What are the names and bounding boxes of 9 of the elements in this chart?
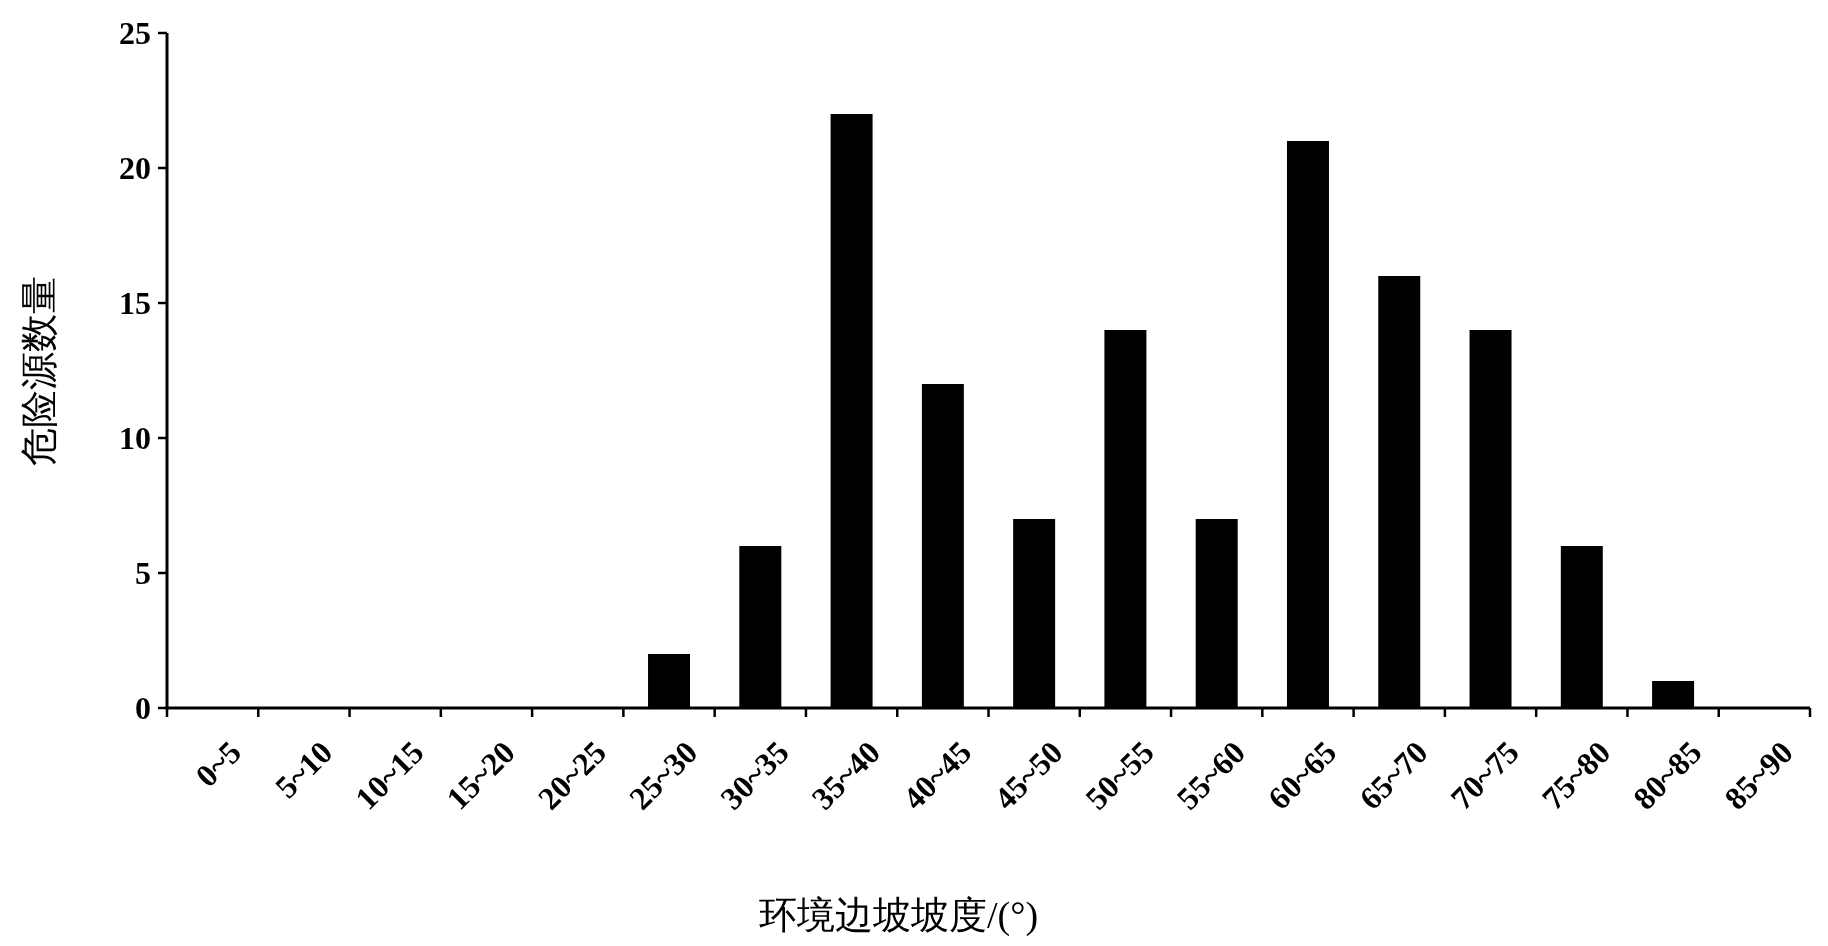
y-tick-label: 20 (119, 150, 151, 186)
x-axis-title: 环境边坡坡度/(°) (758, 894, 1039, 937)
y-tick-label: 10 (119, 420, 151, 456)
y-tick-label: 15 (119, 285, 151, 321)
y-tick-label: 0 (135, 690, 151, 726)
y-axis-title: 危险源数量 (18, 275, 60, 466)
y-tick-label: 25 (119, 15, 151, 51)
y-tick-label: 5 (135, 555, 151, 591)
x-tick-label: 0~5 (188, 733, 248, 794)
